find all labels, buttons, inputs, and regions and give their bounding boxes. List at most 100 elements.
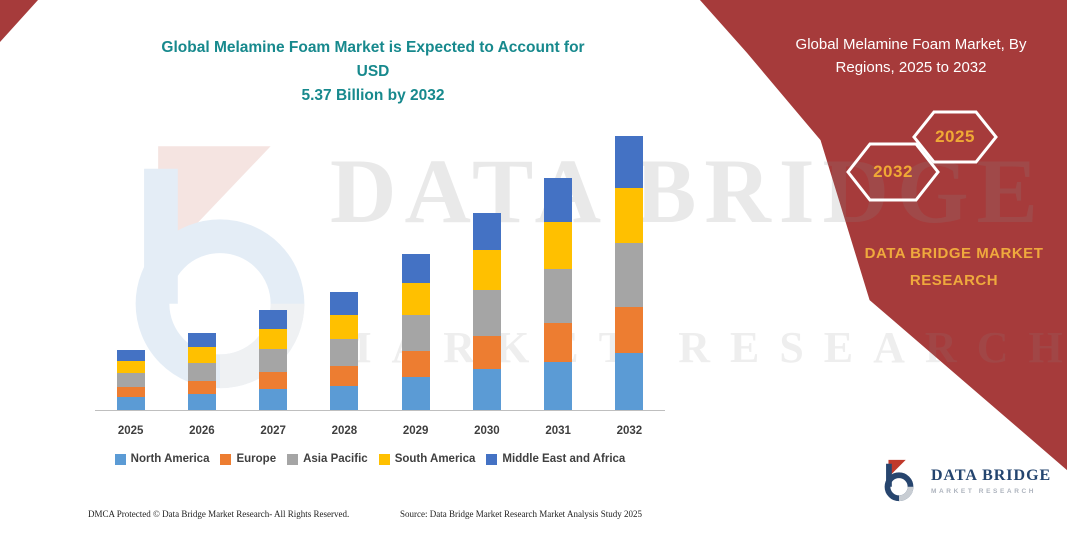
x-axis-labels: 2025 2026 2027 2028 2029 2030 2031 2032 [95, 417, 665, 437]
legend-item: Europe [220, 453, 276, 465]
footer-brand-logo: DATA BRIDGE MARKET RESEARCH [876, 458, 1051, 504]
bar-segment [187, 363, 216, 381]
bar-segment [259, 329, 288, 349]
legend-item: Asia Pacific [287, 453, 368, 465]
data-bridge-logo-icon [884, 459, 914, 502]
stacked-bar-2026 [187, 333, 216, 410]
bar-segment [259, 349, 288, 372]
legend-swatch [114, 453, 126, 465]
bar-segment [259, 310, 288, 329]
legend-item: North America [114, 453, 210, 465]
bar-segment [472, 250, 501, 290]
source-note: Source: Data Bridge Market Research Mark… [400, 509, 642, 519]
x-axis-label: 2026 [189, 425, 215, 437]
bar-column-2028 [309, 130, 380, 410]
bar-segment [401, 377, 430, 410]
legend-swatch [378, 453, 390, 465]
plot-area [95, 130, 665, 411]
stacked-bar-2030 [472, 213, 501, 410]
x-axis-label: 2030 [474, 425, 500, 437]
bar-segment [401, 351, 430, 377]
stacked-bar-2025 [116, 350, 145, 410]
bar-segment [401, 315, 430, 351]
stacked-bar-2027 [259, 310, 288, 410]
legend-item: South America [378, 453, 476, 465]
bar-column-2032 [594, 130, 665, 410]
legend-label: Middle East and Africa [502, 453, 626, 465]
stacked-bar-2028 [330, 292, 359, 410]
bar-segment [259, 372, 288, 389]
legend-label: South America [394, 453, 476, 465]
bar-segment [615, 243, 644, 307]
bar-segment [187, 347, 216, 363]
legend-label: North America [130, 453, 210, 465]
footer-logo-title: DATA BRIDGE [931, 467, 1052, 484]
bar-segment [544, 323, 573, 362]
hexagon-outline-icon [912, 110, 998, 164]
legend-swatch [486, 453, 498, 465]
dmca-notice: DMCA Protected © Data Bridge Market Rese… [88, 509, 350, 519]
bar-segment [472, 213, 501, 250]
bar-column-2025 [95, 130, 166, 410]
bar-column-2026 [166, 130, 237, 410]
bar-segment [615, 307, 644, 353]
corner-accent-shape [0, 0, 38, 42]
footer-logo-subtitle: MARKET RESEARCH [931, 488, 1037, 495]
bar-column-2029 [380, 130, 451, 410]
chart-title-line1: Global Melamine Foam Market is Expected … [161, 39, 585, 81]
legend-swatch [220, 453, 232, 465]
bar-segment [544, 222, 573, 269]
bar-segment [615, 188, 644, 243]
bar-segment [544, 178, 573, 222]
banner-title-line1: Global Melamine Foam Market, By [795, 36, 1027, 53]
x-axis-label: 2028 [331, 425, 358, 437]
bar-segment [187, 394, 216, 410]
bar-segment [544, 269, 573, 323]
chart-legend: North America Europe Asia Pacific South Ame… [55, 453, 685, 465]
hexagon-badge-2032: 2032 [846, 142, 940, 202]
banner-brand-text: DATA BRIDGE MARKET RESEARCH [858, 240, 1050, 294]
bar-segment [187, 333, 216, 347]
bar-segment [615, 136, 644, 188]
chart-title: Global Melamine Foam Market is Expected … [148, 36, 598, 108]
bar-segment [330, 315, 359, 339]
x-axis-label: 2029 [402, 425, 429, 437]
bar-segment [330, 339, 359, 366]
chart-title-line2: 5.37 Billion by 2032 [301, 87, 445, 105]
bar-segment [544, 362, 573, 410]
legend-label: Europe [236, 453, 277, 465]
hexagon-outline-icon [846, 142, 940, 202]
bar-segment [472, 336, 501, 369]
banner-brand-line2: RESEARCH [909, 272, 999, 289]
banner-title-line2: Regions, 2025 to 2032 [835, 59, 987, 77]
banner-title: Global Melamine Foam Market, By Regions,… [775, 33, 1047, 80]
bar-segment [187, 381, 216, 394]
hexagon-year-label: 2032 [873, 162, 913, 181]
banner-brand-line1: DATA BRIDGE MARKET [864, 245, 1044, 262]
bar-segment [116, 361, 145, 373]
bar-segment [401, 283, 430, 315]
bar-segment [116, 397, 145, 410]
bar-segment [259, 389, 288, 410]
legend-item: Middle East and Africa [486, 453, 625, 465]
bar-column-2027 [238, 130, 309, 410]
bar-segment [116, 387, 145, 397]
x-axis-label: 2032 [616, 425, 643, 437]
stacked-bar-2032 [615, 136, 644, 410]
footer-logo-text: DATA BRIDGE MARKET RESEARCH [931, 467, 1051, 495]
bar-segment [401, 254, 430, 283]
bar-column-2030 [451, 130, 522, 410]
legend-label: Asia Pacific [303, 453, 368, 465]
bar-segment [330, 292, 359, 315]
x-axis-label: 2027 [260, 425, 286, 437]
bar-column-2031 [523, 130, 594, 410]
legend-swatch [287, 453, 299, 465]
bar-segment [116, 350, 145, 361]
x-axis-label: 2025 [117, 425, 144, 437]
bar-segment [330, 386, 359, 410]
x-axis-label: 2031 [545, 425, 571, 437]
hexagon-badge-2025: 2025 [912, 110, 998, 164]
bar-segment [116, 373, 145, 387]
bar-segment [472, 369, 501, 410]
